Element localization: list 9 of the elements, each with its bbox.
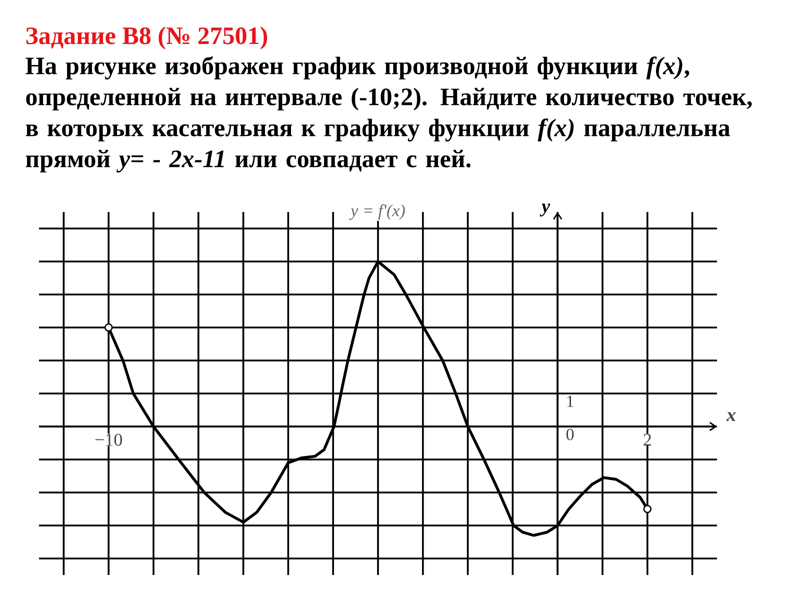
y-axis-title: y — [540, 204, 550, 216]
x-axis-title: x — [726, 412, 736, 421]
text: y = f'(x) — [349, 204, 405, 220]
text: На рисунке изображен график производной функции f(x), определенной на интервале (-10;2). Найдите количество точек, в которых касательная к графику функции f(x) параллельна прямой y= - 2x-11 или совпадает с ней. — [26, 56, 752, 172]
y-tick-label: 1 — [567, 396, 574, 407]
x-tick-label: −10 — [95, 434, 122, 446]
y-tick-label: 0 — [566, 428, 574, 440]
chart-title: Задание B8 (№ 27501) — [26, 26, 268, 50]
x-tick-label: 2 — [644, 434, 651, 446]
